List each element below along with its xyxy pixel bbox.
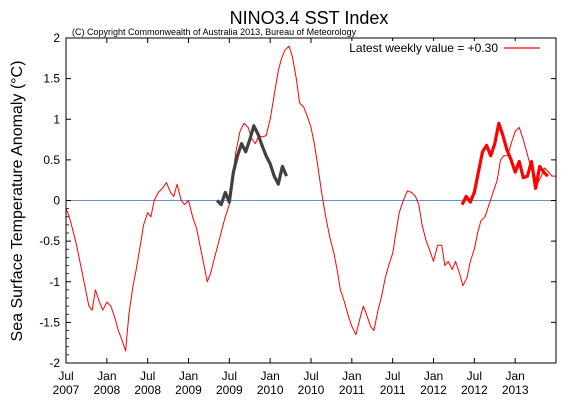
x-tick-month: Jul: [303, 369, 318, 383]
y-tick-label: -2: [49, 356, 60, 370]
x-tick-month: Jul: [385, 369, 400, 383]
plot-area: 21.510.50-0.5-1-1.5-2Jul2007Jan2008Jul20…: [39, 31, 557, 397]
y-tick-label: 2: [53, 31, 60, 45]
y-tick-label: -1.5: [39, 315, 60, 329]
x-tick-month: Jan: [424, 369, 443, 383]
y-tick-label: 1: [53, 112, 60, 126]
x-tick-month: Jul: [140, 369, 155, 383]
x-tick-year: 2008: [134, 383, 161, 397]
x-tick-year: 2013: [502, 383, 529, 397]
x-tick-month: Jan: [97, 369, 116, 383]
x-tick-year: 2007: [53, 383, 80, 397]
x-tick-year: 2008: [93, 383, 120, 397]
x-tick-month: Jul: [467, 369, 482, 383]
x-tick-month: Jul: [58, 369, 73, 383]
x-tick-month: Jul: [222, 369, 237, 383]
series-line-3: [460, 121, 549, 206]
x-tick-month: Jan: [342, 369, 361, 383]
x-tick-month: Jan: [505, 369, 524, 383]
legend-background: [319, 41, 546, 55]
y-tick-label: 0.5: [43, 153, 60, 167]
x-tick-year: 2011: [380, 383, 406, 397]
y-tick-label: 0: [53, 194, 60, 208]
x-tick-month: Jan: [260, 369, 279, 383]
y-tick-label: 1.5: [43, 72, 60, 86]
x-tick-year: 2012: [420, 383, 447, 397]
y-axis-label: Sea Surface Temperature Anomaly (°C): [9, 61, 26, 342]
x-tick-year: 2009: [175, 383, 202, 397]
chart-title: NINO3.4 SST Index: [230, 8, 389, 28]
plot-frame: [65, 37, 557, 364]
series-line-1: [65, 45, 556, 352]
y-tick-label: -1: [49, 275, 60, 289]
legend: Latest weekly value = +0.30: [319, 41, 546, 55]
x-tick-year: 2011: [339, 383, 365, 397]
x-tick-month: Jan: [179, 369, 198, 383]
x-tick-year: 2012: [461, 383, 488, 397]
x-tick-year: 2009: [216, 383, 243, 397]
x-tick-year: 2010: [257, 383, 284, 397]
series-line-2: [215, 124, 288, 207]
y-tick-label: -0.5: [39, 234, 60, 248]
legend-label: Latest weekly value = +0.30: [349, 41, 498, 55]
copyright-note: (C) Copyright Commonwealth of Australia …: [72, 27, 357, 37]
x-tick-year: 2010: [298, 383, 325, 397]
